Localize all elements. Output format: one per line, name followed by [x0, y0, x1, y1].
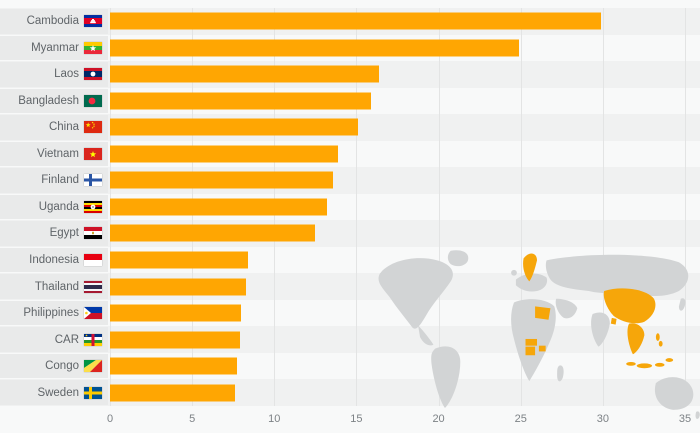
chart-row-uganda: Uganda [0, 194, 700, 221]
flag-philippines-icon [84, 307, 102, 320]
chart-row-china: China [0, 114, 700, 141]
country-label-car: CAR [54, 333, 79, 346]
row-label-cell: China [0, 115, 108, 140]
chart-row-congo: Congo [0, 353, 700, 380]
gridline-30 [602, 8, 604, 406]
flag-egypt-icon [84, 227, 102, 240]
chart-row-bangladesh: Bangladesh [0, 88, 700, 115]
chart-row-car: CAR [0, 326, 700, 353]
country-label-myanmar: Myanmar [31, 41, 79, 54]
flag-sweden-icon [84, 386, 102, 399]
chart-row-egypt: Egypt [0, 220, 700, 247]
row-label-cell: Myanmar [0, 35, 108, 61]
row-label-cell: Thailand [0, 274, 108, 299]
country-label-vietnam: Vietnam [37, 147, 79, 160]
bar-car[interactable] [110, 331, 240, 349]
flag-laos-icon [84, 68, 102, 81]
world-map-svg [378, 250, 700, 419]
x-axis-tick-label: 30 [596, 413, 609, 425]
country-label-cambodia: Cambodia [26, 15, 79, 28]
bar-finland[interactable] [110, 171, 334, 189]
chart-row-vietnam: Vietnam [0, 141, 700, 168]
gridline-35 [685, 8, 686, 406]
flag-vietnam-icon [84, 147, 102, 160]
chart-row-myanmar: Myanmar [0, 35, 700, 62]
chart-row-thailand: Thailand [0, 273, 700, 300]
flag-uganda-icon [84, 200, 102, 213]
bar-egypt[interactable] [110, 224, 316, 242]
flag-finland-icon [84, 174, 102, 187]
chart-row-sweden: Sweden [0, 379, 700, 406]
gridline-20 [438, 8, 440, 406]
country-label-uganda: Uganda [38, 200, 79, 213]
row-label-cell: Finland [0, 168, 108, 193]
flag-congo-icon [84, 360, 102, 373]
country-label-philippines: Philippines [23, 307, 79, 320]
flag-car-icon [84, 333, 102, 346]
country-label-thailand: Thailand [34, 280, 79, 293]
country-label-indonesia: Indonesia [29, 254, 79, 267]
bar-congo[interactable] [110, 357, 237, 375]
chart-row-cambodia: Cambodia [0, 8, 700, 35]
bar-philippines[interactable] [110, 304, 242, 322]
x-axis-tick-label: 25 [514, 413, 527, 425]
bar-sweden[interactable] [110, 384, 235, 402]
country-label-laos: Laos [54, 68, 79, 81]
x-axis-tick-label: 5 [189, 413, 196, 425]
row-label-cell: Cambodia [0, 9, 108, 34]
country-label-bangladesh: Bangladesh [18, 94, 79, 107]
row-label-cell: Philippines [0, 300, 108, 326]
country-label-finland: Finland [41, 174, 79, 187]
x-axis: 0 5 10 15 20 25 30 35 [0, 410, 700, 432]
row-label-cell: Egypt [0, 221, 108, 246]
bar-bangladesh[interactable] [110, 92, 372, 110]
bar-china[interactable] [110, 118, 359, 136]
chart-row-laos: Laos [0, 61, 700, 88]
chart-row-finland: Finland [0, 167, 700, 194]
row-label-cell: CAR [0, 327, 108, 352]
country-label-egypt: Egypt [49, 227, 79, 240]
country-label-china: China [48, 121, 79, 134]
bar-uganda[interactable] [110, 198, 327, 216]
chart-row-indonesia: Indonesia [0, 247, 700, 274]
flag-thailand-icon [84, 280, 102, 293]
x-axis-tick-label: 20 [432, 413, 445, 425]
flag-indonesia-icon [84, 254, 102, 267]
row-label-cell: Uganda [0, 194, 108, 220]
row-label-cell: Congo [0, 353, 108, 379]
x-axis-tick-label: 0 [106, 413, 114, 425]
chart-row-philippines: Philippines [0, 300, 700, 327]
row-label-cell: Sweden [0, 380, 108, 405]
bar-thailand[interactable] [110, 278, 247, 296]
flag-bangladesh-icon [84, 94, 102, 107]
row-label-cell: Vietnam [0, 141, 108, 167]
bar-myanmar[interactable] [110, 39, 520, 57]
x-axis-tick-label: 10 [268, 413, 281, 425]
gridline-25 [520, 8, 522, 406]
x-axis-tick-label: 15 [350, 413, 363, 425]
x-axis-tick-label: 35 [678, 413, 692, 425]
bar-laos[interactable] [110, 65, 380, 83]
flag-myanmar-icon [84, 41, 102, 54]
row-label-cell: Bangladesh [0, 88, 108, 114]
gridline-15 [356, 8, 358, 406]
bar-indonesia[interactable] [110, 251, 248, 269]
flag-cambodia-icon [84, 15, 102, 28]
country-label-sweden: Sweden [37, 386, 79, 399]
bar-cambodia[interactable] [110, 12, 602, 30]
bar-vietnam[interactable] [110, 145, 339, 163]
country-label-congo: Congo [45, 360, 79, 373]
world-map-watermark [374, 246, 700, 430]
flag-china-icon [84, 121, 102, 134]
row-label-cell: Indonesia [0, 247, 108, 273]
row-label-cell: Laos [0, 62, 108, 87]
